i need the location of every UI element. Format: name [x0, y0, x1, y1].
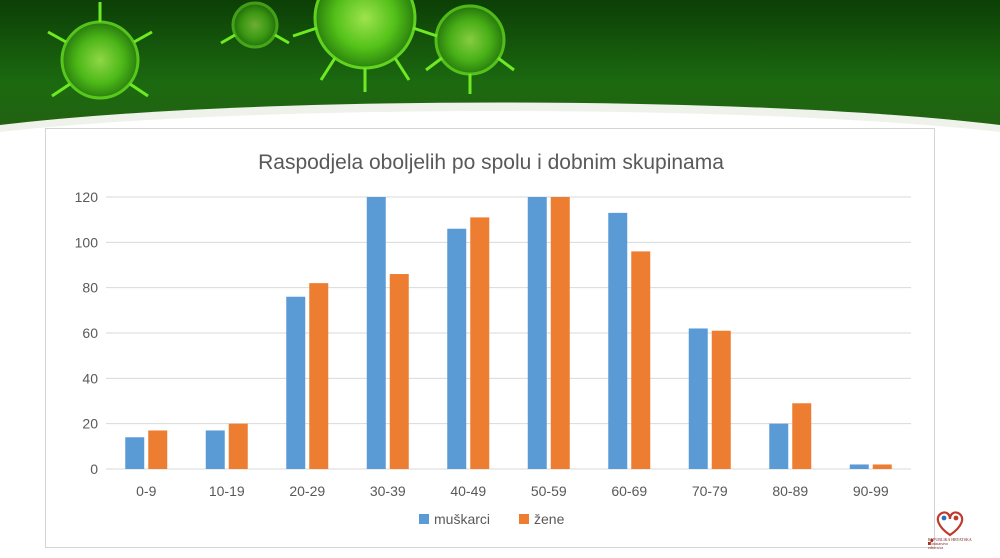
x-tick-label: 50-59 [531, 483, 567, 499]
x-tick-label: 0-9 [136, 483, 156, 499]
bar-zene [711, 330, 731, 469]
chart-panel: Raspodjela oboljelih po spolu i dobnim s… [45, 128, 935, 548]
logo-caption: REPUBLIKA HRVATSKA Ministarstvo zdravstv… [928, 538, 988, 550]
bar-zene [309, 283, 329, 469]
virus-cluster-icon [47, 0, 515, 100]
bar-muskarci [608, 212, 628, 469]
bar-muskarci [769, 423, 789, 469]
x-tick-label: 60-69 [611, 483, 647, 499]
bar-zene [389, 274, 409, 469]
logo-caption-line: REPUBLIKA HRVATSKA [928, 537, 972, 542]
bar-zene [148, 430, 168, 469]
ministry-heart-logo-icon [928, 511, 964, 545]
legend-swatch [519, 514, 529, 524]
bar-muskarci [527, 197, 547, 469]
y-tick-label: 80 [82, 280, 98, 296]
bar-zene [470, 217, 490, 469]
bar-zene [550, 197, 570, 469]
x-tick-label: 70-79 [692, 483, 728, 499]
bar-muskarci [205, 430, 225, 469]
bar-chart: Raspodjela oboljelih po spolu i dobnim s… [75, 151, 911, 527]
x-tick-label: 90-99 [853, 483, 889, 499]
y-tick-label: 40 [82, 370, 98, 386]
y-tick-label: 20 [82, 416, 98, 432]
x-tick-label: 80-89 [772, 483, 808, 499]
legend-label: muškarci [434, 511, 490, 527]
legend-label: žene [534, 511, 565, 527]
y-tick-label: 100 [75, 234, 99, 250]
legend-swatch [419, 514, 429, 524]
bar-muskarci [286, 296, 306, 469]
logo-caption-line: Ministarstvo [928, 541, 949, 546]
x-tick-label: 20-29 [289, 483, 325, 499]
bar-zene [792, 403, 812, 469]
x-tick-label: 30-39 [370, 483, 406, 499]
bar-muskarci [688, 328, 708, 469]
logo-caption-line: zdravstva [928, 545, 944, 550]
y-tick-label: 60 [82, 325, 98, 341]
legend: muškarci žene [419, 511, 565, 527]
bar-zene [872, 464, 892, 469]
bar-zene [631, 251, 651, 469]
y-tick-label: 120 [75, 189, 99, 205]
y-tick-label: 0 [90, 461, 98, 477]
x-tick-label: 10-19 [209, 483, 245, 499]
bar-zene [228, 423, 248, 469]
bar-muskarci [849, 464, 869, 469]
bar-muskarci [125, 437, 145, 469]
x-tick-label: 40-49 [450, 483, 486, 499]
chart-title: Raspodjela oboljelih po spolu i dobnim s… [258, 151, 724, 174]
bar-muskarci [447, 228, 467, 469]
bar-muskarci [366, 197, 386, 469]
